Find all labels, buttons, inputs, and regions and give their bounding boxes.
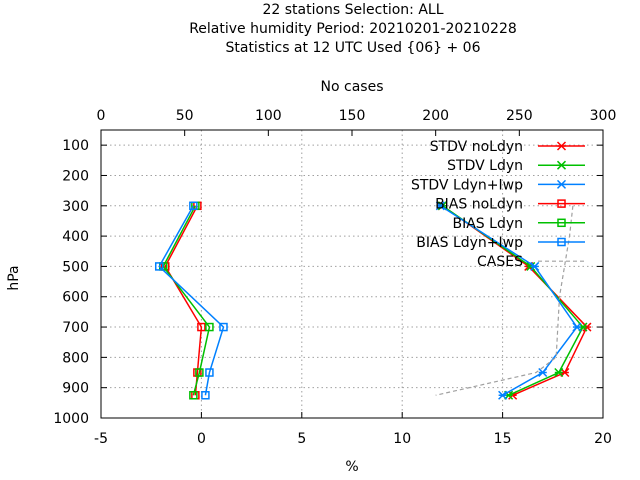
x2-tick-label: 250 xyxy=(506,108,533,124)
title-line: 22 stations Selection: ALL xyxy=(262,2,443,18)
y-tick-label: 800 xyxy=(62,350,89,366)
series-line xyxy=(162,205,211,396)
grid xyxy=(101,130,603,418)
legend-item: BIAS noLdyn xyxy=(435,197,585,213)
data-point xyxy=(189,201,198,211)
x2-tick-label: 300 xyxy=(590,108,617,124)
data-point xyxy=(189,391,198,400)
data-point xyxy=(195,368,204,377)
legend-item: STDV Ldyn+Iwp xyxy=(411,177,585,193)
y-axis-label: hPa xyxy=(6,265,22,290)
series-6 xyxy=(435,205,574,396)
x2-tick-label: 50 xyxy=(176,108,194,124)
x-tick-label: 0 xyxy=(197,431,206,447)
y-tick-label: 700 xyxy=(62,320,89,336)
series-group xyxy=(154,201,592,400)
y-tick-label: 1000 xyxy=(53,411,89,427)
legend-label: STDV Ldyn+Iwp xyxy=(411,177,523,193)
y-tick-label: 200 xyxy=(62,168,89,184)
plot-frame xyxy=(100,129,604,419)
data-point xyxy=(197,322,206,332)
data-point xyxy=(201,391,210,400)
legend-label: BIAS Ldyn xyxy=(453,216,524,232)
x2-axis-label: No cases xyxy=(321,79,384,95)
y-tick-label: 100 xyxy=(62,138,89,154)
legend-label: BIAS Ldyn+Iwp xyxy=(416,235,523,251)
x-tick-label: 10 xyxy=(393,431,411,447)
data-point xyxy=(205,368,214,377)
data-point xyxy=(219,322,228,332)
y-tick-label: 600 xyxy=(62,290,89,306)
y-tick-label: 500 xyxy=(62,259,89,275)
x-tick-label: -5 xyxy=(94,431,108,447)
series-5 xyxy=(154,201,228,400)
data-point xyxy=(154,262,164,271)
y-tick-label: 400 xyxy=(62,229,89,245)
y-tick-label: 300 xyxy=(62,199,89,215)
legend-label: STDV Ldyn xyxy=(447,158,523,174)
series-line xyxy=(158,205,225,396)
legend-marker xyxy=(557,237,566,247)
x-tick-label: 5 xyxy=(297,431,306,447)
legend-item: BIAS Ldyn+Iwp xyxy=(416,235,585,251)
axis-ticks: -5 0 5 10 15 200 50 100 150 200 250 300100200300400… xyxy=(53,108,616,447)
series-2 xyxy=(435,201,582,400)
legend-item: BIAS Ldyn xyxy=(453,216,585,232)
legend-label: BIAS noLdyn xyxy=(435,197,523,213)
x-tick-label: 20 xyxy=(594,431,612,447)
legend-item: STDV noLdyn xyxy=(430,139,585,155)
x2-tick-label: 0 xyxy=(97,108,106,124)
x2-tick-label: 200 xyxy=(422,108,449,124)
y-tick-label: 900 xyxy=(62,381,89,397)
legend-label: CASES xyxy=(477,254,523,270)
x-tick-label: 15 xyxy=(494,431,512,447)
legend-label: STDV noLdyn xyxy=(430,139,523,155)
x2-tick-label: 150 xyxy=(339,108,366,124)
legend-marker xyxy=(557,199,566,208)
x-axis-label: % xyxy=(345,459,358,475)
x2-tick-label: 100 xyxy=(255,108,282,124)
title-line: Statistics at 12 UTC Used {06} + 06 xyxy=(225,40,480,56)
legend-marker xyxy=(557,218,566,228)
data-point xyxy=(205,322,214,332)
chart-title: 22 stations Selection: ALL Relative humid… xyxy=(189,2,517,56)
title-line: Relative humidity Period: 20210201-20210… xyxy=(189,21,517,37)
legend: STDV noLdyn STDV Ldyn STDV Ldyn+Iwp BIAS no… xyxy=(411,139,585,270)
legend-item: STDV Ldyn xyxy=(447,158,585,174)
legend-item: CASES xyxy=(477,254,585,270)
series-line xyxy=(435,205,574,396)
